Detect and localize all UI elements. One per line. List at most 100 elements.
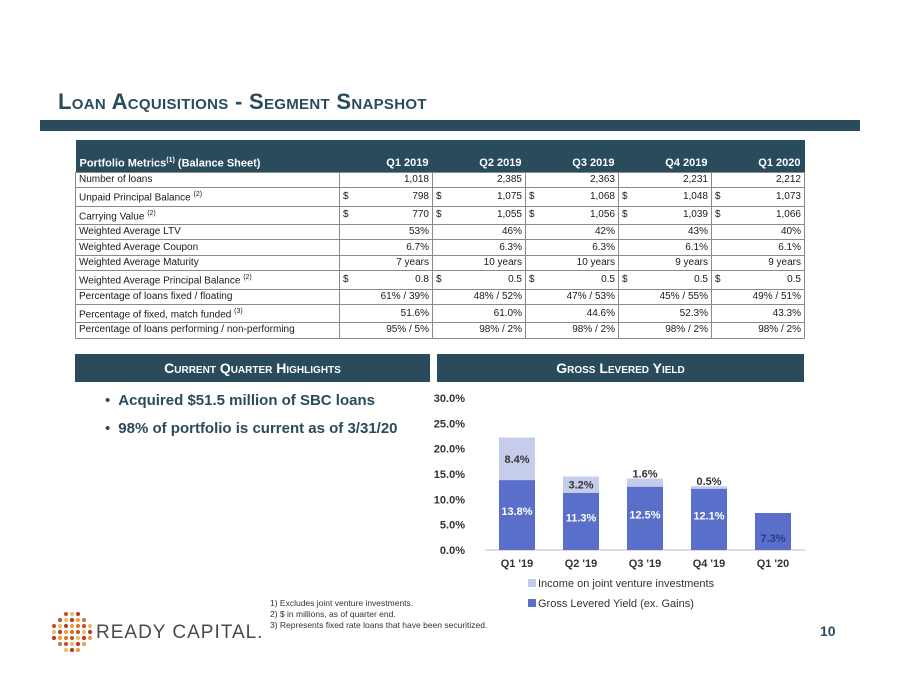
cell-value: 7 years xyxy=(356,255,433,270)
footnote-2: 2) $ in millions, as of quarter end. xyxy=(270,609,487,620)
data-label-gross: 12.1% xyxy=(693,510,724,522)
logo-dot xyxy=(52,624,56,628)
logo-dot xyxy=(70,648,74,652)
cell-value: 2,363 xyxy=(542,173,619,188)
cell-currency xyxy=(526,173,543,188)
table-row: Percentage of fixed, match funded (3) 51.… xyxy=(76,304,805,322)
cell-currency xyxy=(340,173,357,188)
cell-currency xyxy=(340,240,357,255)
logo-dot xyxy=(64,624,68,628)
logo-dot xyxy=(52,636,56,640)
cell-value: 0.5 xyxy=(635,271,712,289)
logo-dot xyxy=(76,630,80,634)
cell-currency xyxy=(712,225,729,240)
cell-currency xyxy=(433,225,450,240)
cell-currency: $ xyxy=(526,188,543,206)
cell-value: 1,039 xyxy=(635,206,712,224)
highlights-list: • Acquired $51.5 million of SBC loans • 98… xyxy=(105,392,398,448)
row-label: Weighted Average LTV xyxy=(76,225,340,240)
cell-currency xyxy=(712,255,729,270)
table-row: Weighted Average Coupon 6.7% 6.3% 6.3% 6.1% 6… xyxy=(76,240,805,255)
cell-value: 0.8 xyxy=(356,271,433,289)
cell-currency xyxy=(619,304,636,322)
logo-dot xyxy=(82,642,86,646)
cell-value: 1,068 xyxy=(542,188,619,206)
cell-currency xyxy=(433,323,450,338)
logo-dot xyxy=(64,642,68,646)
cell-currency xyxy=(712,289,729,304)
cell-value: 0.5 xyxy=(728,271,805,289)
cell-currency xyxy=(712,323,729,338)
title-suffix: Segment Snapshot xyxy=(249,89,427,114)
cell-currency xyxy=(712,304,729,322)
logo-dot xyxy=(58,624,62,628)
data-label-gross: 7.3% xyxy=(760,533,785,545)
table-header-spacer xyxy=(76,140,805,154)
logo-dot xyxy=(70,624,74,628)
cell-currency xyxy=(712,240,729,255)
portfolio-metrics-table: Portfolio Metrics(1) (Balance Sheet) Q1 … xyxy=(75,140,805,339)
cell-currency: $ xyxy=(433,271,450,289)
logo-dot xyxy=(70,642,74,646)
list-item: • 98% of portfolio is current as of 3/31/… xyxy=(105,420,398,437)
cell-currency xyxy=(340,289,357,304)
data-label-joint-venture: 0.5% xyxy=(696,476,721,488)
legend-label-gross: Gross Levered Yield (ex. Gains) xyxy=(538,598,694,610)
table-header-q3-2019: Q3 2019 xyxy=(526,154,619,173)
cell-currency xyxy=(619,255,636,270)
cell-currency: $ xyxy=(433,188,450,206)
cell-value: 6.7% xyxy=(356,240,433,255)
row-label: Number of loans xyxy=(76,173,340,188)
cell-value: 98% / 2% xyxy=(542,323,619,338)
cell-value: 43% xyxy=(635,225,712,240)
cell-value: 2,231 xyxy=(635,173,712,188)
cell-currency: $ xyxy=(526,271,543,289)
cell-value: 45% / 55% xyxy=(635,289,712,304)
cell-value: 6.3% xyxy=(542,240,619,255)
page-title: Loan Acquisitions - Segment Snapshot xyxy=(58,89,427,115)
cell-value: 98% / 2% xyxy=(635,323,712,338)
logo-dot xyxy=(58,636,62,640)
row-label: Weighted Average Principal Balance (2) xyxy=(76,271,340,289)
table-header-q4-2019: Q4 2019 xyxy=(619,154,712,173)
logo-dot xyxy=(64,612,68,616)
ready-capital-logo-icon xyxy=(50,612,96,652)
table-row: Weighted Average LTV 53% 46% 42% 43% 40% xyxy=(76,225,805,240)
row-label: Unpaid Principal Balance (2) xyxy=(76,188,340,206)
cell-value: 6.1% xyxy=(728,240,805,255)
cell-value: 43.3% xyxy=(728,304,805,322)
logo-dot xyxy=(76,648,80,652)
logo-dot xyxy=(70,618,74,622)
table-header-q2-2019: Q2 2019 xyxy=(433,154,526,173)
data-label-gross: 12.5% xyxy=(629,509,660,521)
cell-value: 1,066 xyxy=(728,206,805,224)
cell-value: 9 years xyxy=(635,255,712,270)
x-tick-label: Q1 '19 xyxy=(501,558,534,570)
title-prefix: Loan Acquisitions - xyxy=(58,89,249,114)
logo-dot xyxy=(64,630,68,634)
cell-currency xyxy=(526,225,543,240)
logo-dot xyxy=(82,624,86,628)
x-tick-label: Q4 '19 xyxy=(693,558,726,570)
cell-value: 40% xyxy=(728,225,805,240)
logo-dot xyxy=(58,630,62,634)
cell-currency xyxy=(340,323,357,338)
cell-currency xyxy=(433,255,450,270)
cell-currency: $ xyxy=(712,271,729,289)
logo-dot xyxy=(88,636,92,640)
logo-dot xyxy=(76,624,80,628)
y-tick-label: 10.0% xyxy=(434,494,465,506)
row-label: Weighted Average Coupon xyxy=(76,240,340,255)
y-tick-label: 5.0% xyxy=(440,520,465,532)
cell-value: 52.3% xyxy=(635,304,712,322)
cell-value: 42% xyxy=(542,225,619,240)
data-label-gross: 13.8% xyxy=(501,506,532,518)
cell-value: 10 years xyxy=(449,255,526,270)
portfolio-metrics-table-container: Portfolio Metrics(1) (Balance Sheet) Q1 … xyxy=(75,140,805,339)
cell-currency xyxy=(526,240,543,255)
table-row: Weighted Average Principal Balance (2) $0… xyxy=(76,271,805,289)
cell-value: 1,073 xyxy=(728,188,805,206)
cell-currency xyxy=(619,240,636,255)
cell-value: 1,055 xyxy=(449,206,526,224)
y-tick-label: 25.0% xyxy=(434,418,465,430)
